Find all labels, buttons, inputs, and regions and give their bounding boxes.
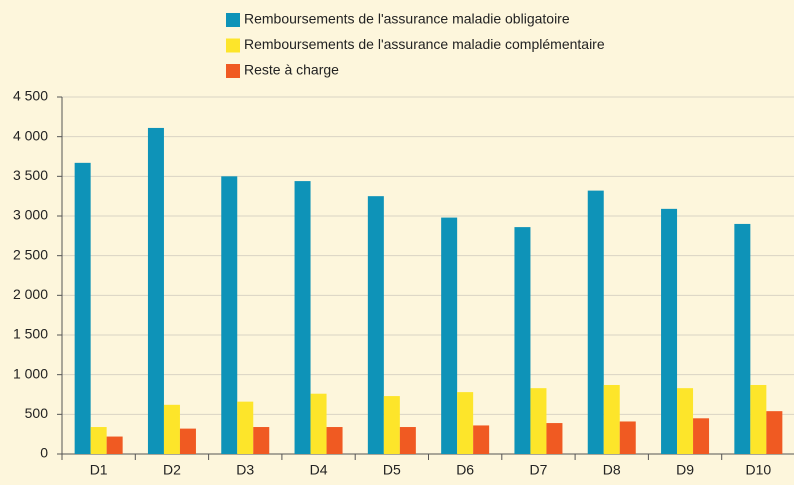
y-tick-label: 4 000 [13, 127, 48, 143]
y-tick-label: 4 500 [13, 88, 48, 104]
bar [310, 393, 327, 454]
bar [74, 162, 91, 454]
bar [221, 176, 238, 455]
bar [677, 388, 694, 454]
x-tick-label: D4 [310, 462, 328, 478]
y-tick-label: 1 500 [13, 326, 48, 342]
legend-swatch [226, 38, 240, 53]
bar [473, 425, 490, 454]
y-tick-label: 2 000 [13, 286, 48, 302]
y-tick-label: 2 500 [13, 246, 48, 262]
bar [326, 427, 343, 454]
bar [693, 418, 710, 454]
bar [546, 423, 563, 454]
bar [441, 217, 458, 454]
x-tick-label: D6 [456, 462, 474, 478]
x-tick-label: D3 [236, 462, 254, 478]
bar [750, 384, 767, 454]
bar [90, 427, 107, 454]
bar [587, 190, 604, 454]
bar [734, 223, 751, 454]
bar [179, 428, 196, 454]
legend-label: Reste à charge [244, 62, 339, 78]
bar [619, 421, 636, 454]
bar [457, 392, 474, 454]
bar [603, 384, 620, 454]
bar [399, 427, 416, 454]
bar [237, 401, 254, 454]
legend-swatch [226, 13, 240, 27]
x-tick-label: D5 [383, 462, 401, 478]
x-tick-label: D7 [529, 462, 547, 478]
x-tick-label: D10 [746, 462, 772, 478]
bar [661, 208, 678, 454]
bar [253, 427, 270, 454]
y-tick-label: 0 [40, 445, 48, 461]
bar [294, 181, 311, 455]
bar [530, 388, 547, 454]
bar [163, 404, 180, 454]
y-tick-label: 1 000 [13, 365, 48, 381]
legend-label: Remboursements de l'assurance maladie ob… [244, 11, 570, 27]
bar [514, 227, 531, 454]
bar [367, 196, 384, 454]
x-tick-label: D1 [90, 462, 108, 478]
legend-swatch [226, 64, 240, 78]
bar [383, 396, 400, 454]
y-tick-label: 500 [25, 405, 49, 421]
x-tick-label: D2 [163, 462, 181, 478]
x-tick-label: D8 [603, 462, 621, 478]
y-tick-label: 3 500 [13, 167, 48, 183]
bar [147, 127, 164, 454]
bar [766, 411, 783, 454]
y-tick-label: 3 000 [13, 207, 48, 223]
x-tick-label: D9 [676, 462, 694, 478]
legend-label: Remboursements de l'assurance maladie co… [244, 36, 605, 52]
bar [106, 436, 123, 454]
